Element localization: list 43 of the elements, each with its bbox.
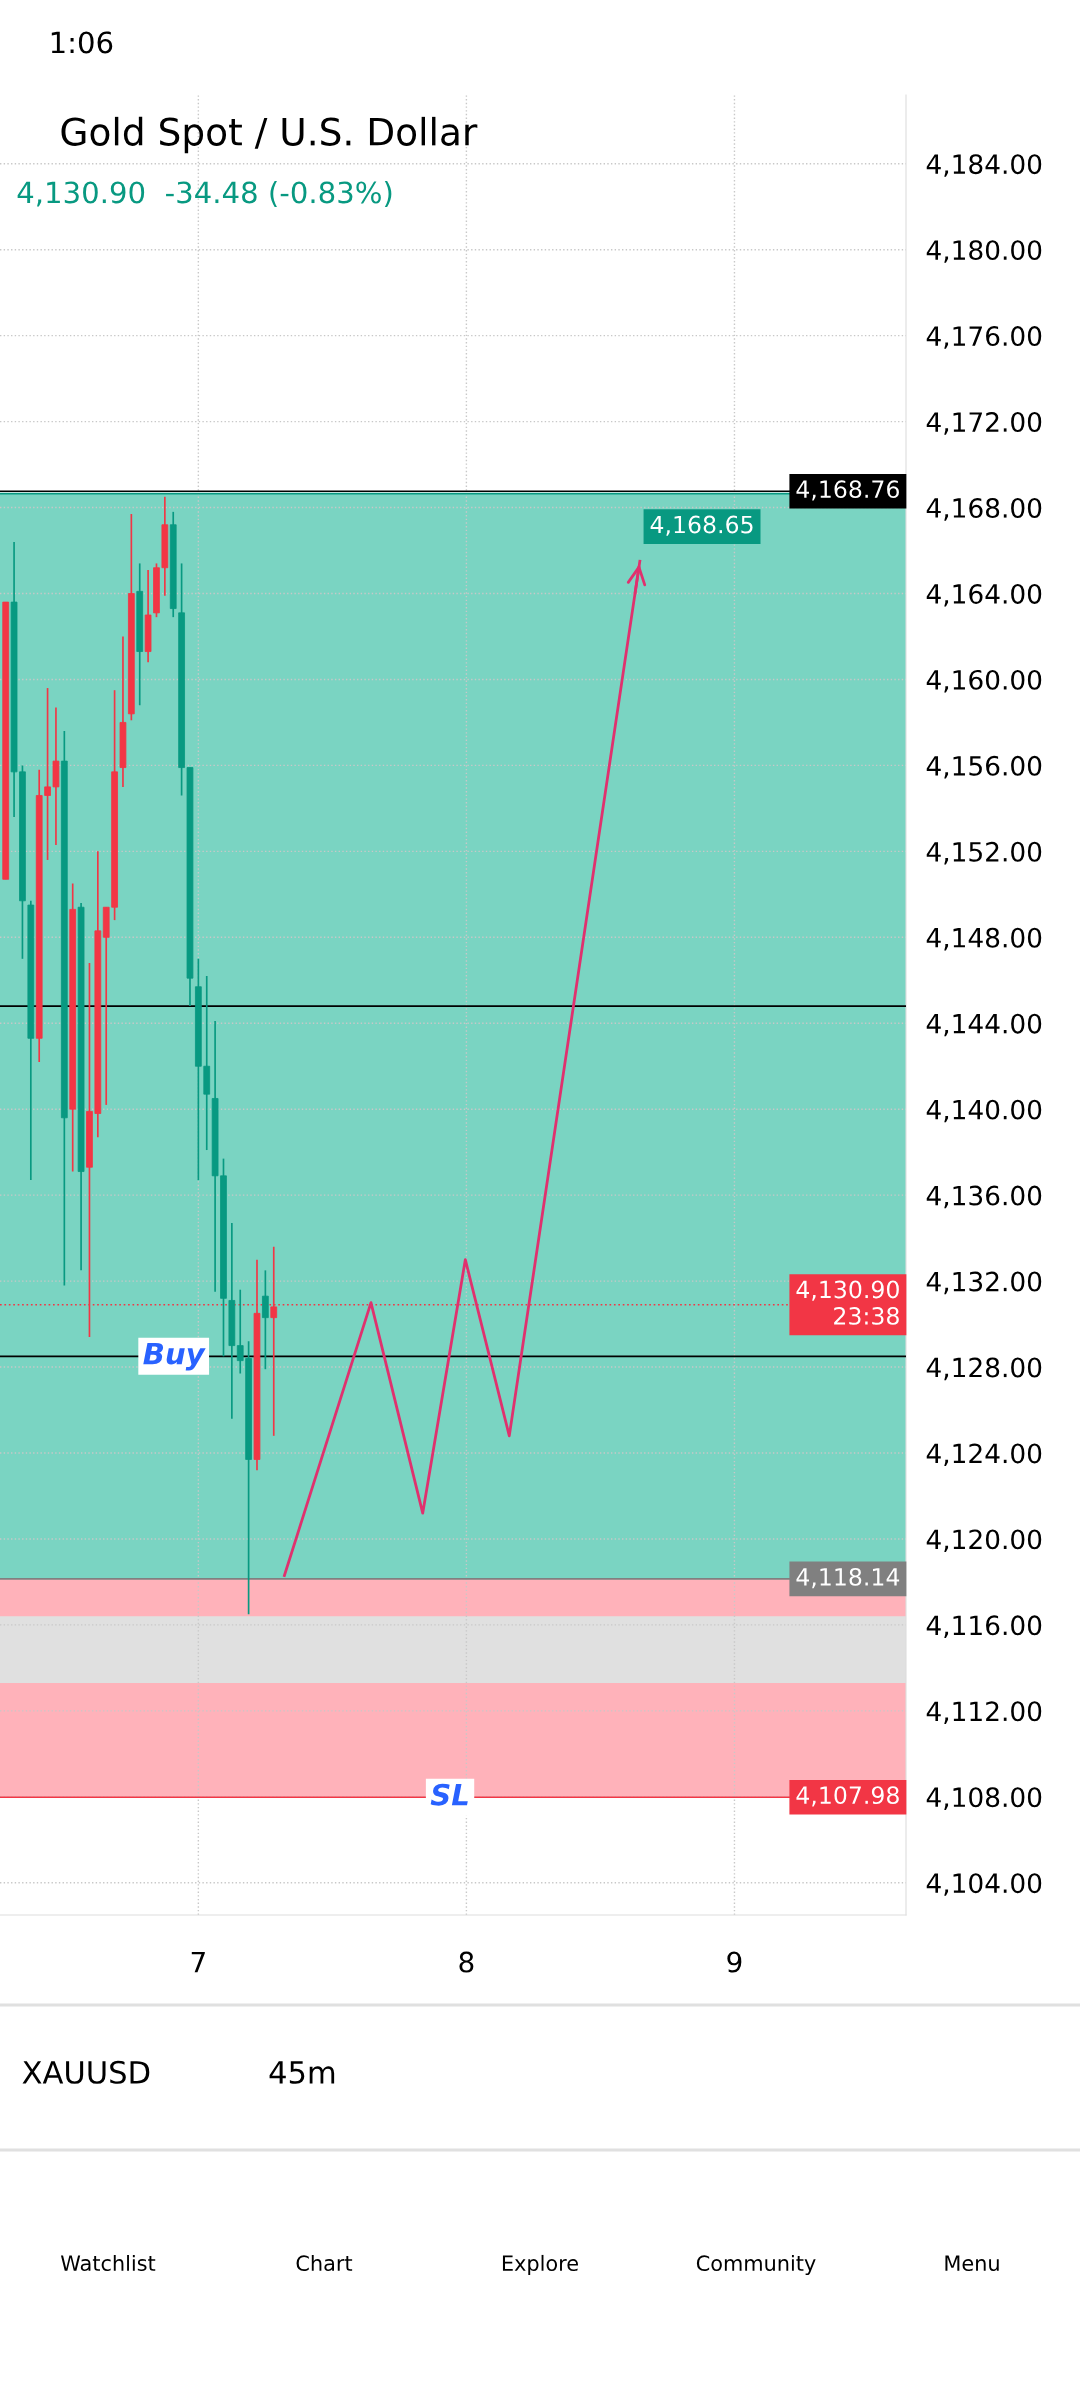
y-tick-label: 4,132.00 [926, 1271, 1042, 1295]
y-tick-label: 4,160.00 [926, 669, 1042, 693]
y-tick-label: 4,168.00 [926, 498, 1042, 521]
candlestick [262, 1269, 269, 1371]
text: 1:06 [51, 31, 113, 54]
ref-line-label: 4,118.14 [796, 1567, 900, 1589]
text: XAUUSD [22, 2060, 150, 2084]
y-tick-label: 4,136.00 [926, 1185, 1042, 1209]
y-tick-label: 4,164.00 [926, 583, 1042, 607]
x-tick-label: 8 [459, 1951, 474, 1973]
text: Menu [945, 2255, 999, 2272]
y-tick-label: 4,112.00 [926, 1701, 1042, 1724]
y-tick-label: 4,172.00 [926, 412, 1042, 435]
text: Explore [502, 2254, 578, 2276]
annotation: Buy [143, 1342, 206, 1371]
y-tick-label: 4,140.00 [926, 1099, 1042, 1123]
y-tick-label: 4,104.00 [926, 1873, 1042, 1896]
x-tick-label: 9 [727, 1951, 742, 1973]
y-tick-label: 4,108.00 [926, 1787, 1042, 1810]
ref-line-label: 4,168.65 [650, 515, 753, 536]
y-tick-label: 4,152.00 [926, 841, 1042, 865]
text: 45m [269, 2061, 335, 2084]
ref-line-label: 4,168.76 [796, 480, 899, 501]
y-tick-label: 4,180.00 [926, 240, 1042, 263]
y-tick-label: 4,128.00 [926, 1357, 1042, 1381]
annotation: SL [430, 1783, 468, 1806]
ref-line-label: 4,130.90 23:38 [796, 1280, 899, 1325]
y-tick-label: 4,184.00 [926, 154, 1042, 177]
ref-line-label: 4,107.98 [796, 1786, 899, 1807]
y-tick-label: 4,116.00 [926, 1615, 1042, 1639]
text: Gold Spot / U.S. Dollar [61, 116, 478, 154]
y-tick-label: 4,124.00 [926, 1443, 1042, 1467]
text: 4,130.90 -34.48 (-0.83%) [17, 180, 392, 207]
text: Chart [296, 2254, 353, 2272]
y-tick-label: 4,120.00 [926, 1529, 1042, 1553]
y-tick-label: 4,176.00 [926, 326, 1042, 349]
y-tick-label: 4,156.00 [926, 755, 1042, 779]
text: Watchlist [60, 2254, 156, 2272]
y-tick-label: 4,148.00 [926, 927, 1042, 951]
x-tick-label: 7 [191, 1951, 205, 1973]
y-tick-label: 4,144.00 [926, 1013, 1042, 1037]
text: Community [696, 2254, 816, 2276]
line-series [283, 559, 642, 1577]
